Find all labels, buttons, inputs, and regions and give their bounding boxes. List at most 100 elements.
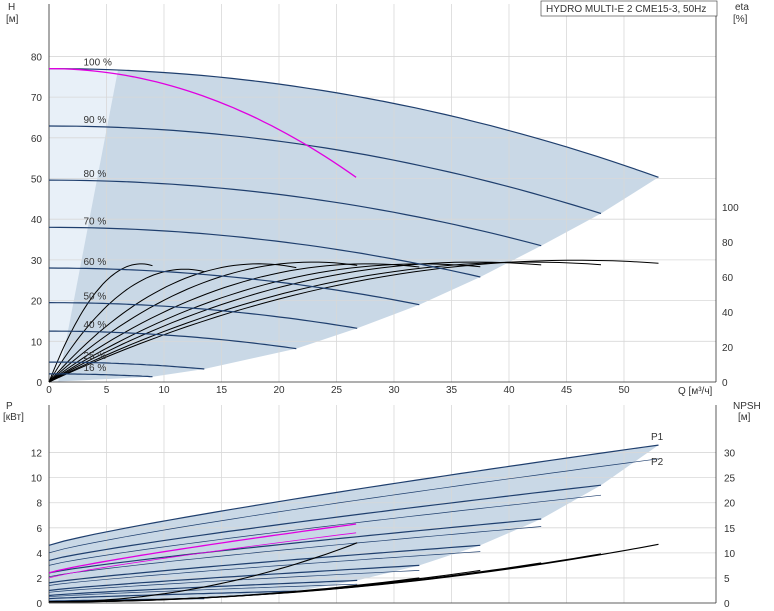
p1-curve bbox=[48, 564, 420, 592]
eta-curve bbox=[48, 263, 153, 383]
x-tick-label: 35 bbox=[446, 385, 458, 396]
head-curve bbox=[49, 373, 153, 378]
power-tick-label: 10 bbox=[31, 474, 43, 485]
p2-curve bbox=[48, 526, 542, 578]
eta-curve bbox=[48, 263, 297, 383]
power-axis-unit: [кВт] bbox=[3, 412, 24, 423]
p1-curve bbox=[48, 544, 481, 584]
series-label-p2: P2 bbox=[651, 457, 664, 468]
eta-curve bbox=[48, 261, 358, 383]
envelope-light-area bbox=[49, 68, 118, 383]
p1-curve bbox=[48, 444, 659, 546]
head-tick-label: 10 bbox=[31, 337, 43, 348]
p2-curve bbox=[48, 551, 481, 586]
npsh-axis-unit: [м] bbox=[738, 412, 751, 423]
series-label-p1: P1 bbox=[651, 432, 664, 443]
eta-curve bbox=[48, 263, 420, 383]
x-tick-label: 0 bbox=[46, 385, 52, 396]
head-curve bbox=[48, 302, 358, 329]
eta-curve bbox=[48, 261, 602, 383]
npsh-tick-label: 20 bbox=[724, 499, 736, 510]
flow-axis-label: Q [м³/ч] bbox=[678, 386, 713, 397]
eta-tick-label: 60 bbox=[722, 273, 734, 284]
npsh-tick-label: 10 bbox=[724, 549, 736, 560]
power-tick-label: 2 bbox=[36, 574, 42, 585]
speed-label: 25 % bbox=[84, 351, 107, 362]
x-tick-label: 40 bbox=[503, 385, 515, 396]
npsh-tick-label: 0 bbox=[724, 599, 730, 610]
x-tick-label: 30 bbox=[388, 385, 400, 396]
head-curve bbox=[49, 361, 205, 370]
eta-axis-label: eta bbox=[735, 2, 749, 13]
head-curves bbox=[48, 67, 659, 378]
speed-label: 80 % bbox=[84, 169, 107, 180]
head-grid bbox=[48, 4, 717, 383]
chart-title: HYDRO MULTI-E 2 CME15-3, 50Hz bbox=[546, 4, 706, 15]
speed-label: 70 % bbox=[84, 216, 107, 227]
eta-curve bbox=[48, 261, 542, 383]
power-grid bbox=[48, 405, 717, 604]
npsh-tick-label: 15 bbox=[724, 524, 736, 535]
power-npsh-panel: 0 2 4 6 8 10 12 0 5 10 15 20 25 30 bbox=[31, 405, 736, 610]
eta-tick-label: 20 bbox=[722, 343, 734, 354]
head-tick-label: 50 bbox=[31, 175, 43, 186]
head-axis-label: H bbox=[8, 2, 15, 13]
head-tick-label: 80 bbox=[31, 52, 43, 63]
speed-label: 100 % bbox=[84, 58, 112, 69]
head-tick-label: 20 bbox=[31, 297, 43, 308]
head-tick-label: 60 bbox=[31, 134, 43, 145]
x-tick-label: 45 bbox=[561, 385, 573, 396]
head-curve bbox=[48, 226, 481, 278]
npsh-curve bbox=[49, 542, 358, 603]
npsh-curve bbox=[49, 577, 420, 603]
eta-curve bbox=[48, 263, 481, 383]
npsh-tick-label: 30 bbox=[724, 449, 736, 460]
head-tick-label: 0 bbox=[36, 378, 42, 389]
speed-labels: 100 % 90 % 80 % 70 % 60 % 50 % 40 % 25 %16 % bbox=[84, 58, 112, 374]
head-axis-unit: [м] bbox=[6, 14, 19, 25]
head-curve bbox=[48, 267, 420, 306]
x-tick-label: 50 bbox=[618, 385, 630, 396]
p1-curve bbox=[48, 518, 542, 574]
power-tick-label: 6 bbox=[36, 524, 42, 535]
eta-tick-label: 100 bbox=[722, 203, 739, 214]
power-axis-ticks: 0 2 4 6 8 10 12 0 5 10 15 20 25 30 bbox=[31, 449, 736, 610]
x-tick-label: 10 bbox=[158, 385, 170, 396]
eta-curve bbox=[48, 268, 205, 383]
npsh-tick-label: 25 bbox=[724, 474, 736, 485]
x-tick-label: 20 bbox=[273, 385, 285, 396]
head-curve bbox=[48, 179, 542, 247]
power-tick-label: 0 bbox=[36, 599, 42, 610]
speed-label: 16 % bbox=[84, 363, 107, 374]
title-box bbox=[540, 0, 718, 17]
speed-label: 90 % bbox=[84, 115, 107, 126]
power-tick-label: 8 bbox=[36, 499, 42, 510]
head-efficiency-panel: 100 % 90 % 80 % 70 % 60 % 50 % 40 % 25 %16 % 0 5… bbox=[31, 4, 739, 396]
head-curve bbox=[48, 125, 602, 215]
p2-curve bbox=[48, 458, 659, 554]
head-axis-ticks: 0 5 10 15 20 25 30 35 40 45 50 0 10 20 30 40 50 60 70 80 0 20… bbox=[31, 52, 739, 396]
npsh-axis-label: NPSH bbox=[733, 401, 761, 412]
eta-tick-label: 80 bbox=[722, 238, 734, 249]
head-curve bbox=[48, 68, 659, 178]
eta-tick-label: 0 bbox=[722, 378, 728, 389]
head-tick-label: 70 bbox=[31, 93, 43, 104]
p1-curve bbox=[48, 590, 297, 600]
power-curves bbox=[48, 444, 659, 603]
envelope-area bbox=[49, 68, 659, 382]
head-tick-label: 40 bbox=[31, 215, 43, 226]
highlight-p1-curve bbox=[48, 523, 357, 574]
npsh-tick-label: 5 bbox=[724, 574, 730, 585]
power-tick-label: 4 bbox=[36, 549, 42, 560]
speed-label: 50 % bbox=[84, 292, 107, 303]
p2-curve bbox=[48, 583, 358, 598]
efficiency-curves bbox=[48, 259, 659, 383]
p1-curve bbox=[48, 484, 602, 561]
speed-label: 60 % bbox=[84, 257, 107, 268]
speed-label: 40 % bbox=[84, 320, 107, 331]
x-tick-label: 25 bbox=[331, 385, 343, 396]
x-tick-label: 5 bbox=[104, 385, 110, 396]
power-axis-label: P bbox=[6, 401, 13, 412]
eta-axis-unit: [%] bbox=[733, 14, 748, 25]
